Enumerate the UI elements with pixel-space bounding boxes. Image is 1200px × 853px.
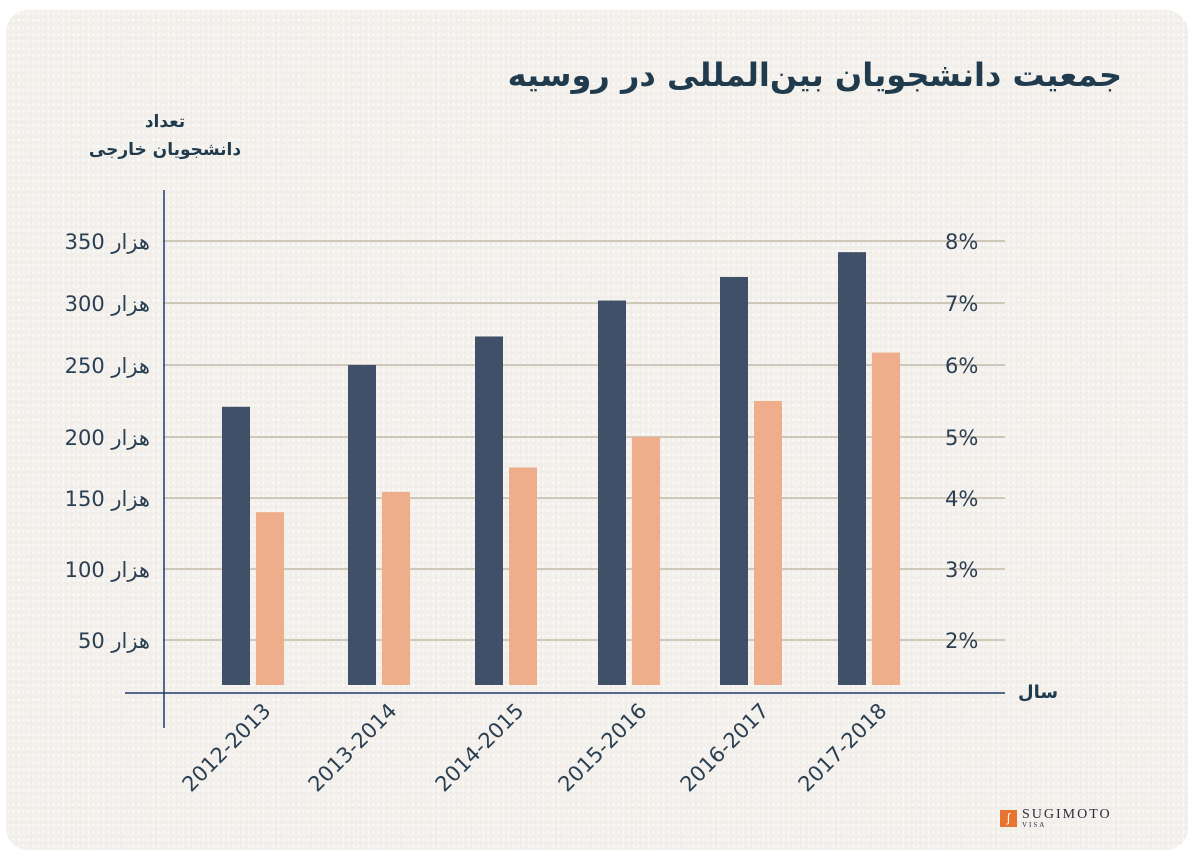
right-tick-label: 8% — [945, 230, 978, 254]
bar-percent — [754, 401, 782, 685]
y-axis-label-line2: دانشجویان خارجی — [88, 140, 242, 160]
chart-title: جمعیت دانشجویان بین‌المللی در روسیه — [507, 56, 1122, 94]
x-axis-label: سال — [1018, 682, 1059, 703]
bar-percent — [256, 512, 284, 685]
right-tick-label: 4% — [945, 487, 978, 511]
x-tick-label: 2014-2015 — [431, 699, 529, 797]
logo-icon: ∫ — [1000, 810, 1017, 827]
bar-students — [348, 365, 376, 685]
left-tick-label: 150 هزار — [65, 487, 150, 511]
right-tick-label: 5% — [945, 426, 978, 450]
logo-sub: VISA — [1022, 821, 1047, 829]
right-tick-label: 7% — [945, 292, 978, 316]
right-tick-label: 6% — [945, 354, 978, 378]
x-tick-label: 2017-2018 — [794, 699, 892, 797]
logo-name: SUGIMOTO — [1022, 807, 1112, 822]
left-tick-label: 300 هزار — [65, 292, 150, 316]
bar-students — [838, 252, 866, 685]
x-tick-label: 2012-2013 — [178, 699, 276, 797]
bar-percent — [872, 352, 900, 685]
right-tick-label: 3% — [945, 558, 978, 582]
bar-percent — [382, 491, 410, 685]
bar-students — [475, 336, 503, 685]
right-tick-label: 2% — [945, 629, 978, 653]
chart-card — [6, 10, 1188, 850]
y-axis-label: تعداد دانشجویان خارجی — [60, 108, 270, 164]
left-tick-label: 350 هزار — [65, 230, 150, 254]
left-tick-label: 100 هزار — [65, 558, 150, 582]
left-tick-label: 200 هزار — [65, 426, 150, 450]
x-tick-label: 2015-2016 — [554, 699, 652, 797]
left-tick-label: 50 هزار — [78, 629, 150, 653]
bar-students — [598, 300, 626, 685]
left-tick-label: 250 هزار — [65, 354, 150, 378]
bar-students — [720, 276, 748, 685]
bar-percent — [509, 467, 537, 685]
x-tick-label: 2013-2014 — [304, 699, 402, 797]
sugimoto-logo: ∫ SUGIMOTO VISA — [1000, 808, 1112, 829]
x-tick-label: 2016-2017 — [676, 699, 774, 797]
bar-students — [222, 406, 250, 685]
y-axis-label-line1: تعداد — [144, 112, 186, 132]
bar-percent — [632, 437, 660, 685]
